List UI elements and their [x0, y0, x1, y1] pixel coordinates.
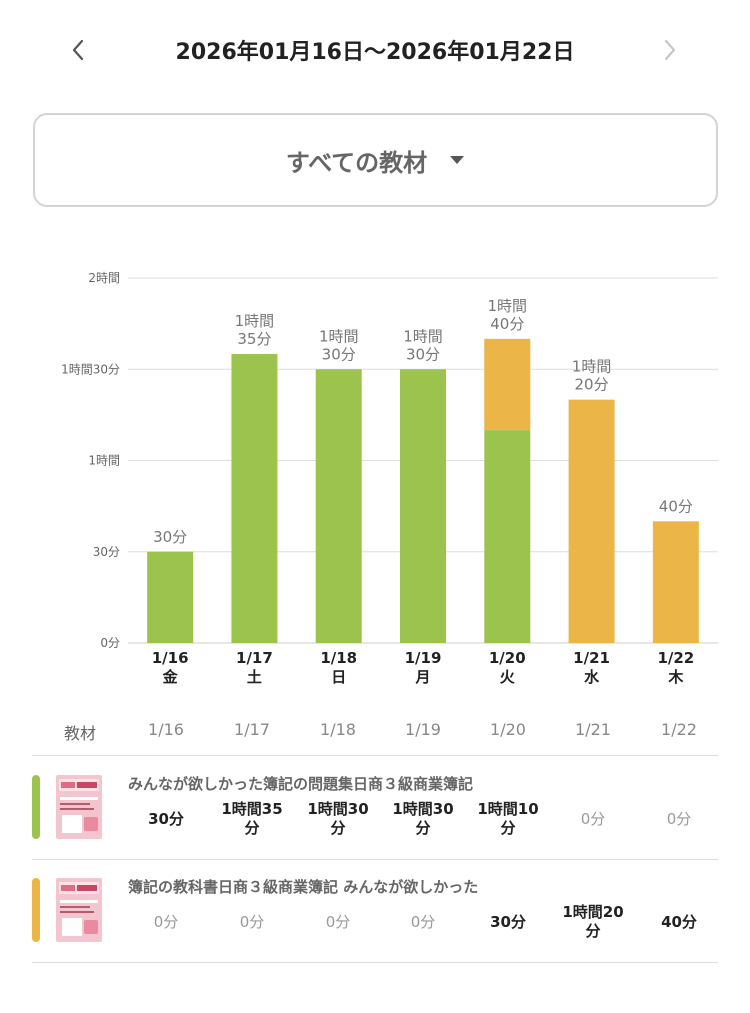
table-header: 教材 1/16 1/17 1/18 1/19 1/20 1/21 1/22 [32, 710, 718, 756]
y-tick-label: 1時間30分 [61, 362, 120, 376]
material-selector[interactable]: すべての教材 [33, 113, 718, 207]
x-tick-weekday: 土 [247, 668, 262, 686]
book-cover-thumbnail [56, 878, 102, 942]
material-color-indicator [32, 878, 40, 942]
material-color-indicator [32, 775, 40, 839]
study-time-cell: 1時間10 分 [477, 800, 539, 837]
table-header-date: 1/18 [320, 720, 356, 739]
x-tick-weekday: 金 [162, 668, 179, 686]
table-header-date: 1/20 [490, 720, 526, 739]
bar-total-label: 20分 [575, 376, 609, 394]
study-time-chart: 0分30分1時間1時間30分2時間30分1/16金1時間35分1/17土1時間3… [61, 271, 718, 686]
bar-total-label: 30分 [406, 345, 440, 363]
y-tick-label: 1時間 [88, 454, 120, 468]
x-tick-date: 1/17 [236, 649, 273, 667]
bar-segment [484, 338, 531, 431]
table-header-date: 1/16 [148, 720, 184, 739]
x-tick-date: 1/18 [320, 649, 357, 667]
x-tick-date: 1/19 [405, 649, 442, 667]
table-header-date: 1/19 [405, 720, 441, 739]
study-time-cell: 1時間35 分 [221, 800, 283, 837]
study-time-cell: 1時間20 分 [562, 903, 624, 940]
caret-down-icon [449, 154, 465, 166]
table-header-date: 1/17 [234, 720, 270, 739]
next-week-button[interactable] [650, 30, 690, 70]
x-tick-date: 1/22 [657, 649, 694, 667]
bar-segment [231, 354, 278, 643]
x-tick-weekday: 月 [414, 668, 430, 686]
bar-segment [147, 551, 194, 643]
study-time-cell: 30分 [490, 912, 526, 931]
date-range-title: 2026年01月16日〜2026年01月22日 [175, 40, 575, 65]
x-tick-weekday: 水 [584, 668, 600, 686]
study-time-cell: 0分 [666, 809, 692, 828]
bar-total-label: 30分 [153, 528, 187, 546]
y-tick-label: 30分 [93, 545, 120, 559]
bar-total-label: 1時間 [572, 358, 612, 376]
x-tick-date: 1/16 [152, 649, 189, 667]
bar-total-label: 35分 [237, 330, 271, 348]
study-time-cell: 0分 [239, 912, 265, 931]
bar-total-label: 1時間 [319, 327, 359, 345]
material-title: みんなが欲しかった簿記の問題集日商３級商業簿記 [128, 775, 474, 793]
bar-segment [400, 369, 446, 643]
bar-total-label: 1時間 [488, 297, 528, 315]
chevron-right-icon [664, 39, 676, 61]
study-time-cell: 40分 [661, 912, 697, 931]
study-time-cell: 0分 [410, 912, 436, 931]
bar-total-label: 1時間 [403, 327, 443, 345]
bar-total-label: 40分 [490, 315, 524, 333]
x-tick-date: 1/21 [573, 649, 610, 667]
prev-week-button[interactable] [58, 30, 98, 70]
bar-total-label: 40分 [659, 497, 693, 515]
x-tick-weekday: 日 [331, 668, 346, 686]
material-selector-label: すべての教材 [285, 148, 428, 177]
bar-segment [652, 521, 699, 643]
table-header-date: 1/22 [661, 720, 697, 739]
study-time-cell: 30分 [148, 809, 184, 828]
y-tick-label: 2時間 [88, 271, 120, 285]
material-title: 簿記の教科書日商３級商業簿記 みんなが欲しかった [128, 878, 479, 896]
study-time-cell: 1時間30 分 [307, 800, 369, 837]
week-header: 2026年01月16日〜2026年01月22日 [0, 0, 750, 100]
material-row[interactable]: みんなが欲しかった簿記の問題集日商３級商業簿記 30分 1時間35 分 1時間30 分 1時… [32, 757, 718, 860]
bar-segment [315, 369, 362, 643]
book-cover-thumbnail [56, 775, 102, 839]
y-tick-label: 0分 [100, 636, 120, 650]
bar-total-label: 1時間 [235, 312, 275, 330]
bar-segment [484, 430, 531, 643]
study-time-cell: 0分 [325, 912, 351, 931]
study-time-cell: 0分 [580, 809, 606, 828]
bar-total-label: 30分 [322, 345, 356, 363]
chevron-left-icon [72, 39, 84, 61]
material-row[interactable]: 簿記の教科書日商３級商業簿記 みんなが欲しかった 0分 0分 0分 0分 30分 1時間20… [32, 860, 718, 963]
bar-segment [568, 399, 615, 643]
study-time-cell: 1時間30 分 [392, 800, 454, 837]
study-time-cell: 0分 [153, 912, 179, 931]
x-tick-date: 1/20 [489, 649, 526, 667]
table-header-material: 教材 [64, 724, 97, 743]
x-tick-weekday: 火 [500, 668, 516, 686]
x-tick-weekday: 木 [667, 668, 684, 686]
table-header-date: 1/21 [575, 720, 611, 739]
